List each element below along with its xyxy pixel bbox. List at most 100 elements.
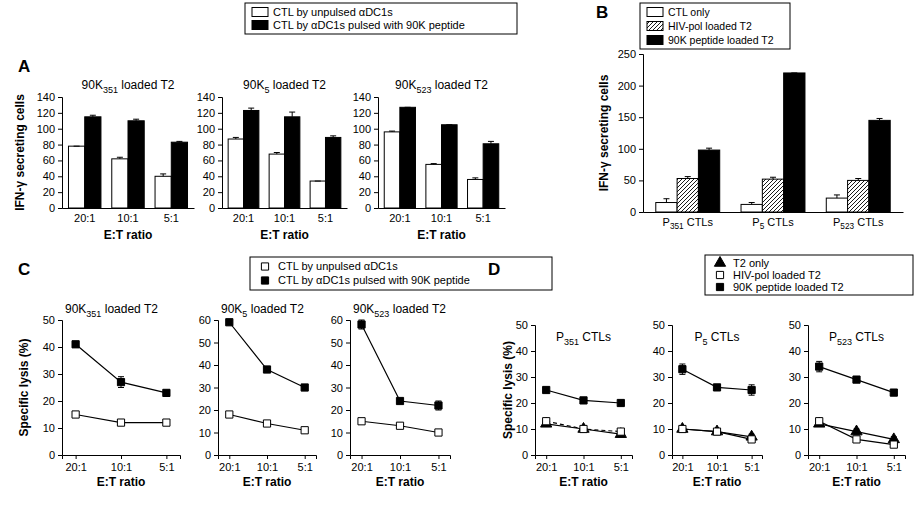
- y-tick-mark: [218, 160, 222, 161]
- subplot: 010203040506020:110:15:190K523 loaded T2…: [331, 302, 451, 489]
- legend-marker: [716, 271, 723, 278]
- marks: [358, 320, 442, 436]
- y-axis-line: [374, 98, 379, 209]
- x-axis: 20:110:15:1: [672, 455, 762, 473]
- x-tick: 20:1: [809, 455, 830, 473]
- marks: [384, 107, 499, 208]
- bar: [468, 179, 484, 208]
- x-tick: 20:1: [219, 455, 240, 473]
- y-tick: 250: [618, 48, 643, 60]
- y-tick: 30: [789, 371, 808, 383]
- text-part: P: [833, 216, 840, 228]
- x-tick-label: 10:1: [431, 212, 452, 224]
- y-tick-label: 100: [37, 123, 55, 135]
- y-tick-mark: [804, 429, 808, 430]
- bar: [677, 179, 698, 212]
- marker: [163, 389, 170, 396]
- y-tick-label: 60: [199, 314, 211, 326]
- y-tick-label: 100: [353, 123, 371, 135]
- y-tick-mark: [346, 410, 350, 411]
- y-tick-label: 0: [209, 202, 215, 214]
- x-tick-mark: [717, 455, 718, 459]
- y-tick-label: 20: [199, 404, 211, 416]
- y-tick-mark: [346, 365, 350, 366]
- text-part: CTLs: [684, 216, 714, 228]
- text-subscript: 523: [374, 309, 389, 319]
- y-tick-mark: [668, 351, 672, 352]
- y-tick: 100: [197, 123, 222, 135]
- y-axis-line: [531, 326, 536, 456]
- error-line: [666, 199, 667, 203]
- error-cap: [816, 371, 822, 372]
- legend-entry: 90K peptide loaded T2: [716, 281, 843, 293]
- x-tick-label: 20:1: [233, 212, 254, 224]
- marker: [816, 363, 823, 370]
- text-part: CTLs: [708, 330, 740, 344]
- y-tick-mark: [374, 113, 378, 114]
- bar: [269, 154, 284, 208]
- error-bar: [73, 412, 79, 417]
- bar: [741, 204, 762, 212]
- error-bar: [248, 108, 254, 110]
- y-axis: 050100150200250: [618, 48, 644, 218]
- error-bar: [330, 136, 336, 138]
- text-part: P: [829, 330, 837, 344]
- line: [546, 424, 621, 434]
- y-tick: 60: [331, 314, 350, 326]
- y-tick-label: 50: [331, 337, 343, 349]
- y-tick-label: 60: [43, 154, 55, 166]
- x-tick: 20:1: [74, 208, 95, 224]
- y-tick-label: 60: [331, 314, 343, 326]
- marks: [68, 115, 187, 208]
- error-cap: [816, 361, 822, 362]
- x-axis-line: [673, 456, 763, 460]
- subplot-title: 90K5 loaded T2: [221, 302, 304, 319]
- y-tick: 50: [199, 337, 218, 349]
- y-tick: 100: [618, 143, 643, 155]
- x-tick: 5:1: [164, 208, 179, 224]
- error-bar: [176, 141, 182, 143]
- text-part: loaded T2: [269, 78, 326, 92]
- y-axis: 020406080100120140: [37, 91, 63, 214]
- error-cap: [749, 384, 755, 385]
- y-tick-mark: [214, 343, 218, 344]
- y-tick-label: 30: [653, 371, 665, 383]
- bar: [325, 137, 340, 208]
- marker: [396, 422, 403, 429]
- x-axis-line: [809, 456, 906, 460]
- y-tick: 10: [331, 427, 350, 439]
- y-tick: 0: [49, 449, 62, 461]
- error-bar: [446, 124, 452, 125]
- error-cap: [274, 152, 280, 153]
- error-bar: [791, 72, 797, 73]
- legend-swatch: [647, 8, 663, 17]
- legend-entry: CTL by αDC1s pulsed with 90K peptide: [261, 274, 469, 286]
- y-tick-label: 0: [337, 449, 343, 461]
- legend-entry: HIV-pol loaded T2: [647, 20, 752, 32]
- marker: [748, 436, 755, 443]
- y-axis: 020406080100120140: [197, 91, 223, 214]
- marks: [541, 386, 627, 437]
- y-tick: 40: [199, 359, 218, 371]
- legend: CTL by unpulsed αDC1sCTL by αDC1s pulsed…: [245, 3, 517, 34]
- legend-box: [245, 3, 517, 34]
- y-tick-label: 80: [203, 139, 215, 151]
- x-axis: 20:110:15:1: [379, 208, 506, 224]
- text-part: loaded T2: [389, 302, 446, 316]
- y-tick: 20: [789, 397, 808, 409]
- x-tick-mark: [362, 455, 363, 459]
- y-tick-mark: [531, 325, 535, 326]
- x-tick: 5:1: [887, 455, 902, 473]
- error-bar: [435, 401, 441, 410]
- x-tick-mark: [229, 455, 230, 459]
- error-bar: [834, 195, 840, 198]
- legend-label: 90K peptide loaded T2: [733, 281, 844, 293]
- legend-swatch: [647, 36, 663, 45]
- bar: [310, 181, 325, 208]
- y-tick-mark: [58, 401, 62, 402]
- bar: [442, 125, 458, 208]
- marker: [396, 397, 403, 404]
- legend-swatch: [252, 21, 268, 30]
- y-tick-label: 10: [43, 422, 55, 434]
- marker: [541, 417, 552, 427]
